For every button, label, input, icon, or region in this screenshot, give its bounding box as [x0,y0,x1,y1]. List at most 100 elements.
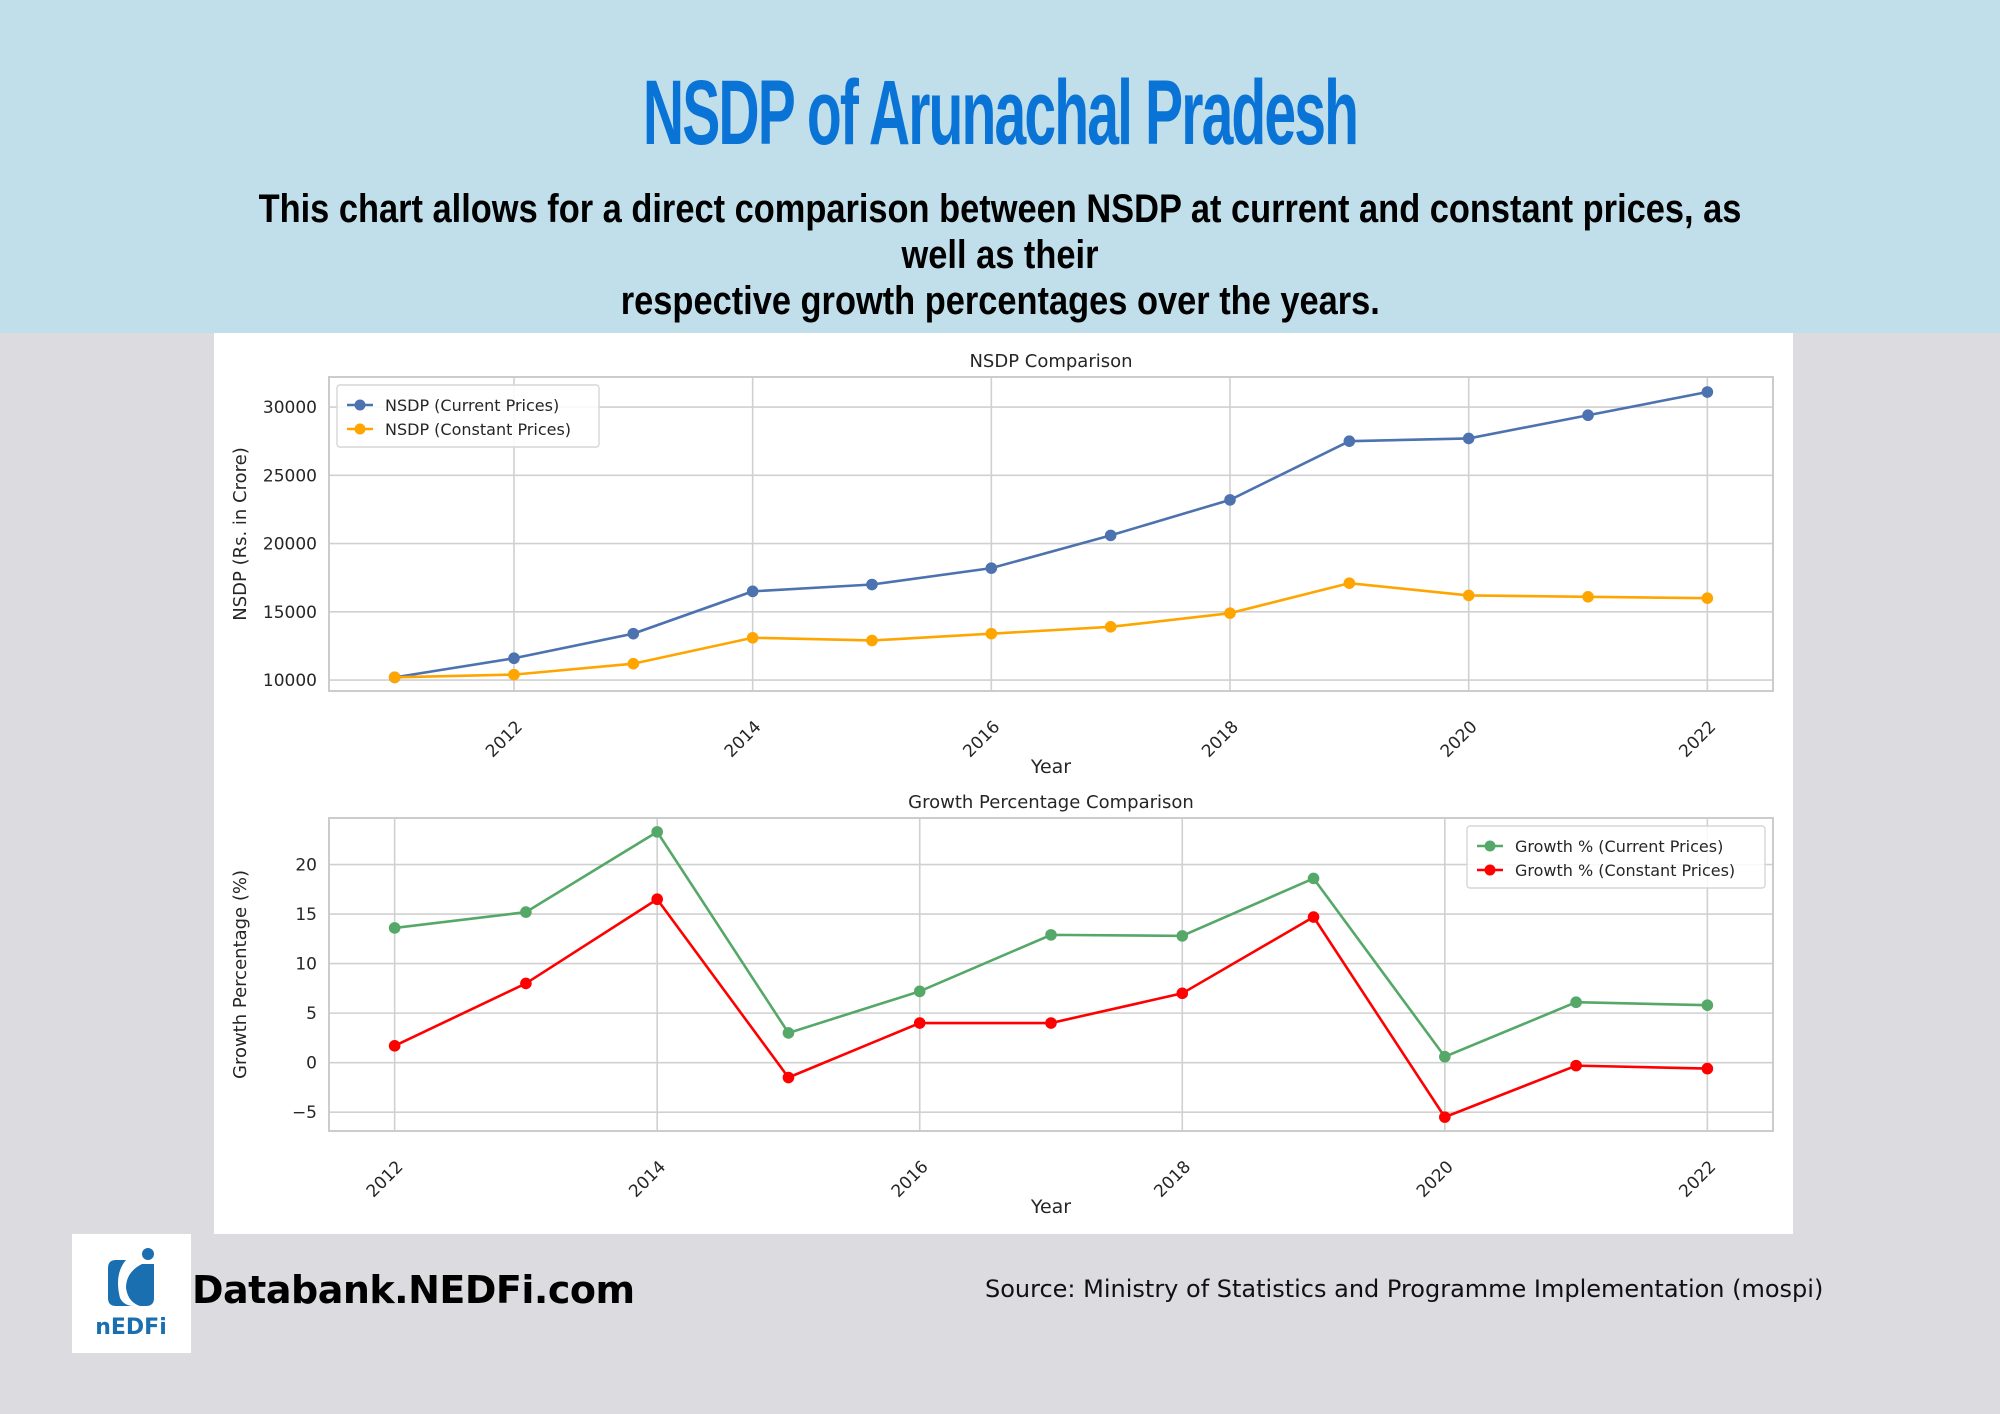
data-point [782,1071,795,1084]
legend-box [336,384,600,448]
source-text: Source: Ministry of Statistics and Progr… [985,1275,1824,1303]
nedfi-logo-icon: nEDFi [95,1248,167,1340]
data-point [1701,386,1714,398]
y-tick-label: 15000 [263,603,317,623]
series-line-2 [394,581,1708,679]
data-point [627,657,640,670]
site-name[interactable]: Databank.NEDFi.com [192,1268,635,1312]
data-point [1701,592,1714,604]
legend-label: NSDP (Constant Prices) [385,420,571,439]
data-point [1224,494,1236,506]
legend-marker [1484,864,1496,876]
data-point [1343,435,1356,447]
data-point [1176,930,1189,942]
data-point [1570,1059,1582,1072]
series-line-1 [394,390,1708,679]
subtitle-line-1: This chart allows for a direct compariso… [258,187,1742,277]
data-point [1462,432,1475,445]
data-point [1045,929,1057,941]
data-point [1439,1111,1451,1123]
page-title: NSDP of Arunachal Pradesh [642,62,1359,164]
data-point [388,671,401,684]
y-axis-label: Growth Percentage (%) [230,870,251,1079]
legend: Growth % (Current Prices) Growth % (Const… [1466,825,1766,889]
legend-box [1466,825,1766,889]
data-point [746,631,759,644]
x-tick-label: 2016 [888,1157,933,1202]
data-point [1045,1017,1057,1029]
y-tick-label: 5 [306,1004,317,1024]
subtitle-line-2: respective growth percentages over the y… [620,279,1380,323]
data-point [1307,911,1320,923]
data-point [1462,589,1475,602]
legend-marker [354,423,366,435]
data-point [866,634,878,647]
y-tick-label: 25000 [263,466,317,486]
data-point [388,1040,401,1052]
data-point [1176,987,1189,1000]
y-axis-label: NSDP (Rs. in Crore) [230,447,251,621]
y-tick-label: 0 [306,1054,317,1074]
x-tick-label: 2020 [1413,1157,1458,1202]
chart-title: NSDP Comparison [969,351,1132,372]
data-point [508,668,520,681]
legend-label: Growth % (Current Prices) [1515,837,1723,856]
y-tick-label: 20000 [263,535,317,555]
y-tick-label: 20 [295,856,317,876]
x-axis-label: Year [1030,1196,1071,1218]
chart-title: Growth Percentage Comparison [908,792,1194,813]
header-banner: NSDP of Arunachal Pradesh This chart all… [0,0,2000,333]
data-point [1701,1062,1714,1075]
data-point [913,985,926,998]
x-tick-label: 2012 [482,717,527,762]
data-point [651,826,663,838]
data-point [1701,999,1714,1012]
chart-panel: NSDP Comparison 10000 15000 20000 25000 30000… [214,333,1793,1234]
data-point [520,977,532,990]
x-tick-label: 2014 [625,1157,670,1202]
x-tick-label: 2022 [1675,1157,1720,1202]
data-point [508,652,520,665]
legend-label: Growth % (Constant Prices) [1515,861,1735,880]
data-point [520,906,532,918]
y-tick-label: 10000 [263,671,317,691]
data-point [746,585,759,598]
y-tick-label: 15 [295,905,317,925]
nedfi-logo: nEDFi [72,1234,191,1353]
data-point [913,1017,926,1029]
data-point [866,578,878,591]
legend-label: NSDP (Current Prices) [385,396,559,415]
legend-marker [1484,840,1496,852]
x-tick-label: 2012 [363,1157,408,1202]
data-point [627,627,640,640]
legend: NSDP (Current Prices) NSDP (Constant Pric… [336,384,600,448]
y-tick-label: 30000 [263,398,317,418]
y-tick-label: 10 [295,955,317,975]
data-point [1307,872,1320,885]
data-point [388,922,401,934]
plot-frame [328,817,1774,1132]
x-tick-label: 2018 [1150,1157,1195,1202]
x-tick-label: 2022 [1675,717,1720,762]
page-subtitle: This chart allows for a direct compariso… [100,186,1900,324]
data-point [1582,409,1594,422]
legend-marker [354,399,366,411]
data-point [1343,577,1356,589]
chart-2: Growth Percentage Comparison−50510152020… [230,792,1774,1218]
data-point [1582,591,1594,603]
y-tick-label: −5 [292,1103,317,1123]
data-point [985,562,998,574]
x-tick-label: 2020 [1437,717,1482,762]
data-point [1439,1050,1451,1063]
chart-1: NSDP Comparison 10000 15000 20000 25000 30000… [230,351,1774,778]
charts-svg: NSDP Comparison 10000 15000 20000 25000 30000… [230,351,1774,1218]
data-point [782,1027,795,1039]
data-point [1104,621,1117,633]
x-tick-label: 2018 [1198,717,1243,762]
x-axis-label: Year [1030,756,1071,778]
data-point [985,627,998,640]
data-point [1570,996,1582,1009]
data-point [651,893,663,906]
plot-frame [328,376,1774,692]
x-tick-label: 2016 [959,717,1004,762]
